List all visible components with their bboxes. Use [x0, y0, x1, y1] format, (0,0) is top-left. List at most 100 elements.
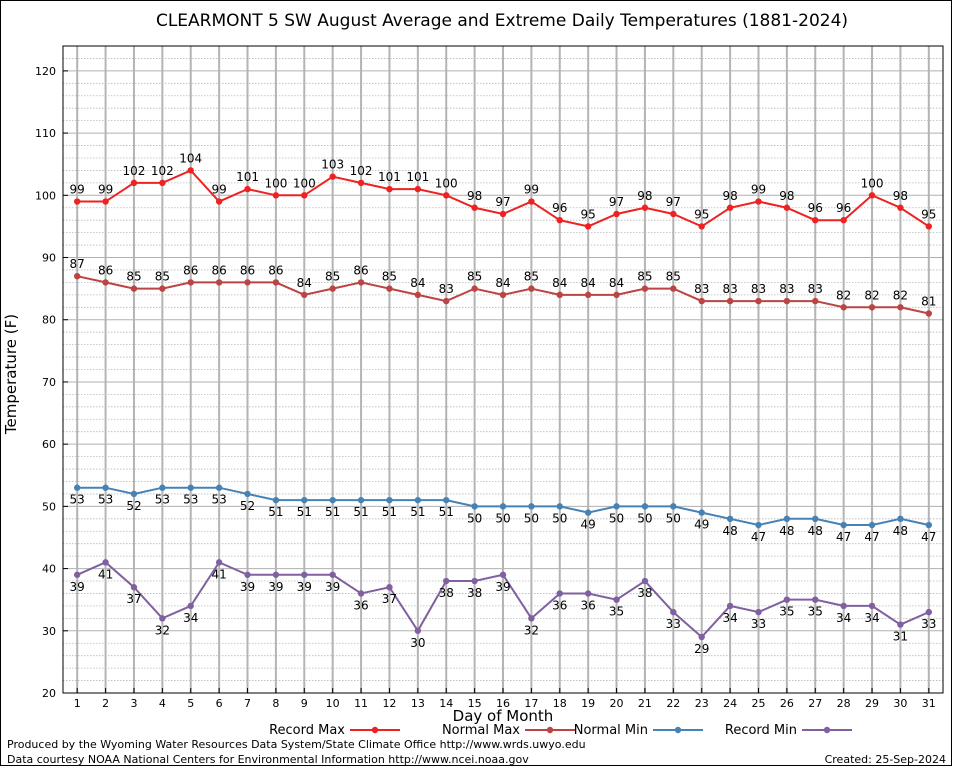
normal-max-data-label: 85 — [467, 270, 482, 284]
record-min-point — [783, 596, 791, 603]
normal-min-data-label: 51 — [325, 505, 340, 519]
record-max-point — [443, 192, 450, 199]
normal-min-data-label: 49 — [581, 518, 596, 532]
normal-max-point — [613, 291, 620, 299]
x-tick-label: 30 — [893, 697, 907, 710]
record-max-point — [471, 204, 478, 211]
record-min-point — [73, 571, 81, 578]
normal-max-data-label: 84 — [297, 276, 312, 290]
normal-min-point — [925, 521, 933, 529]
record-min-point — [301, 571, 308, 578]
x-tick-label: 13 — [411, 697, 425, 710]
normal-min-point — [244, 490, 251, 498]
normal-max-point — [755, 297, 762, 305]
legend-label-record-max: Record Max — [269, 723, 345, 738]
normal-min-data-label: 53 — [211, 493, 226, 507]
normal-min-data-label: 47 — [864, 530, 879, 544]
x-tick-label: 5 — [187, 697, 194, 710]
normal-max-data-label: 86 — [98, 263, 113, 277]
normal-max-point — [868, 304, 876, 311]
normal-max-point — [102, 279, 109, 286]
record-max-data-label: 96 — [808, 201, 823, 215]
y-tick-label: 60 — [42, 438, 56, 451]
normal-min-point — [272, 496, 280, 504]
data-courtesy-credit: Data courtesy NOAA National Centers for … — [7, 753, 529, 766]
normal-min-point — [386, 496, 393, 504]
normal-max-point — [840, 304, 847, 311]
normal-max-data-label: 84 — [581, 276, 596, 290]
normal-max-data-label: 86 — [268, 263, 283, 277]
normal-min-data-label: 47 — [751, 530, 766, 544]
record-max-point — [414, 185, 422, 193]
record-max-point — [698, 223, 705, 230]
record-max-data-label: 102 — [123, 164, 146, 178]
record-max-data-label: 101 — [236, 170, 259, 184]
normal-min-data-label: 50 — [609, 511, 624, 525]
normal-max-point — [73, 272, 81, 280]
normal-min-data-label: 47 — [921, 530, 936, 544]
normal-min-data-label: 48 — [808, 524, 823, 538]
record-max-data-label: 101 — [378, 170, 401, 184]
x-tick-label: 16 — [496, 697, 510, 710]
normal-max-data-label: 85 — [637, 270, 652, 284]
normal-min-data-label: 51 — [297, 505, 312, 519]
record-min-point — [215, 559, 223, 566]
normal-min-point — [357, 496, 365, 504]
normal-min-point — [159, 484, 166, 491]
record-max-point — [73, 198, 81, 205]
x-tick-label: 31 — [922, 697, 936, 710]
record-max-point — [641, 204, 649, 211]
record-min-data-label: 38 — [637, 586, 652, 600]
record-min-point — [584, 590, 592, 597]
normal-max-point — [698, 297, 705, 305]
x-tick-label: 27 — [808, 697, 822, 710]
record-max-data-label: 97 — [666, 195, 681, 209]
record-min-point — [471, 577, 478, 585]
normal-min-point — [215, 484, 223, 491]
normal-max-data-label: 86 — [211, 263, 226, 277]
normal-min-data-label: 48 — [722, 524, 737, 538]
normal-min-data-label: 50 — [524, 511, 539, 525]
y-tick-label: 30 — [42, 625, 56, 638]
record-max-data-label: 100 — [861, 176, 884, 190]
normal-min-point — [499, 503, 507, 510]
normal-max-data-label: 85 — [155, 270, 170, 284]
legend-marker-record-max — [371, 726, 379, 734]
normal-min-point — [584, 509, 592, 516]
normal-min-point — [73, 484, 81, 491]
x-tick-label: 24 — [723, 697, 737, 710]
record-min-data-label: 33 — [921, 617, 936, 631]
normal-min-data-label: 53 — [155, 493, 170, 507]
record-min-data-label: 33 — [751, 617, 766, 631]
x-tick-label: 22 — [666, 697, 680, 710]
y-tick-label: 120 — [35, 65, 56, 78]
record-max-point — [556, 216, 563, 224]
record-min-data-label: 33 — [666, 617, 681, 631]
record-max-data-label: 98 — [722, 189, 737, 203]
record-max-data-label: 99 — [751, 183, 766, 197]
normal-max-data-label: 85 — [524, 270, 539, 284]
record-min-data-label: 34 — [183, 611, 198, 625]
normal-max-data-label: 82 — [864, 288, 879, 302]
record-max-point — [755, 198, 762, 205]
legend-marker-normal-min — [674, 726, 682, 734]
x-tick-label: 10 — [326, 697, 340, 710]
normal-max-data-label: 86 — [183, 263, 198, 277]
record-max-point — [925, 223, 933, 230]
normal-min-data-label: 51 — [382, 505, 397, 519]
record-max-data-label: 100 — [264, 176, 287, 190]
normal-max-data-label: 84 — [552, 276, 567, 290]
record-min-point — [755, 608, 762, 616]
record-min-data-label: 39 — [495, 580, 510, 594]
normal-min-point — [897, 515, 904, 523]
record-min-point — [386, 584, 393, 591]
normal-min-data-label: 50 — [666, 511, 681, 525]
normal-max-data-label: 85 — [382, 270, 397, 284]
normal-min-data-label: 50 — [637, 511, 652, 525]
normal-max-data-label: 86 — [240, 263, 255, 277]
normal-max-point — [386, 285, 393, 292]
x-tick-label: 19 — [581, 697, 595, 710]
normal-min-point — [783, 515, 791, 523]
record-max-point — [102, 198, 109, 205]
